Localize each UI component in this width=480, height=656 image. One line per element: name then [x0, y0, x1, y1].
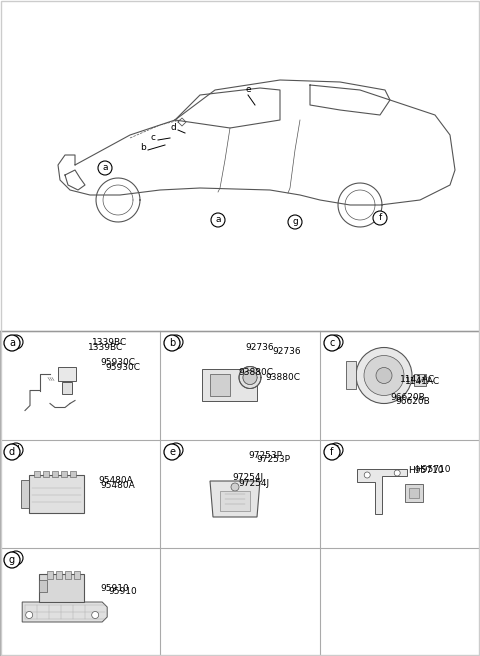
- Bar: [74, 571, 80, 579]
- Circle shape: [239, 367, 261, 388]
- Bar: [56, 571, 62, 579]
- Bar: [28, 475, 84, 513]
- Text: d: d: [9, 447, 15, 457]
- Circle shape: [329, 335, 343, 349]
- Text: a: a: [13, 337, 19, 346]
- Circle shape: [329, 443, 343, 457]
- Text: g: g: [9, 555, 15, 565]
- Text: 97253P: 97253P: [248, 451, 282, 460]
- Bar: [51, 471, 58, 477]
- Circle shape: [164, 335, 180, 351]
- Text: c: c: [329, 338, 335, 348]
- Circle shape: [324, 335, 340, 351]
- Circle shape: [231, 483, 239, 491]
- Text: 97254J: 97254J: [232, 473, 263, 482]
- Text: g: g: [292, 218, 298, 226]
- Text: 95910: 95910: [108, 586, 137, 596]
- Bar: [0, 0, 480, 336]
- Text: e: e: [169, 447, 175, 457]
- Circle shape: [373, 211, 387, 225]
- Bar: [0, 331, 480, 656]
- Text: e: e: [245, 85, 251, 94]
- Text: 96620B: 96620B: [395, 398, 430, 407]
- Text: 1141AC: 1141AC: [405, 377, 440, 386]
- Circle shape: [211, 213, 225, 227]
- Text: f: f: [378, 213, 382, 222]
- Text: d: d: [170, 123, 176, 131]
- Text: c: c: [334, 337, 338, 346]
- Circle shape: [4, 335, 20, 351]
- Text: b: b: [140, 144, 146, 152]
- Text: d: d: [13, 445, 19, 455]
- Circle shape: [26, 611, 33, 619]
- Circle shape: [9, 443, 23, 457]
- Bar: [60, 471, 67, 477]
- Text: 97254J: 97254J: [238, 478, 269, 487]
- Circle shape: [376, 367, 392, 384]
- Text: c: c: [151, 133, 156, 142]
- Bar: [65, 571, 71, 579]
- Text: 92736: 92736: [272, 348, 300, 356]
- Text: 1339BC: 1339BC: [92, 338, 127, 347]
- Bar: [58, 367, 76, 380]
- Bar: [409, 488, 419, 498]
- Text: 93880C: 93880C: [265, 373, 300, 382]
- Circle shape: [98, 161, 112, 175]
- Text: a: a: [215, 216, 221, 224]
- Circle shape: [288, 215, 302, 229]
- Polygon shape: [357, 469, 407, 514]
- Circle shape: [169, 443, 183, 457]
- Text: f: f: [330, 447, 334, 457]
- Circle shape: [169, 335, 183, 349]
- Text: 1141AC: 1141AC: [400, 375, 435, 384]
- Bar: [39, 580, 47, 592]
- Circle shape: [243, 371, 257, 384]
- Bar: [220, 491, 250, 511]
- Text: 95930C: 95930C: [105, 363, 140, 373]
- Circle shape: [364, 472, 370, 478]
- Circle shape: [4, 444, 20, 460]
- Text: b: b: [173, 337, 179, 346]
- Text: 95480A: 95480A: [98, 476, 133, 485]
- Circle shape: [324, 444, 340, 460]
- Polygon shape: [210, 481, 260, 517]
- Text: g: g: [13, 554, 19, 562]
- Bar: [43, 471, 48, 477]
- Text: b: b: [169, 338, 175, 348]
- Text: H95710: H95710: [408, 466, 444, 475]
- Text: 92736: 92736: [245, 343, 274, 352]
- Circle shape: [394, 470, 400, 476]
- Bar: [346, 361, 356, 388]
- Text: 97253P: 97253P: [256, 455, 290, 464]
- Bar: [47, 571, 53, 579]
- Text: f: f: [335, 445, 337, 455]
- Text: a: a: [9, 338, 15, 348]
- Text: 95480A: 95480A: [100, 482, 135, 491]
- Text: 93880C: 93880C: [238, 368, 273, 377]
- Text: 95930C: 95930C: [100, 358, 135, 367]
- Circle shape: [9, 335, 23, 349]
- Polygon shape: [22, 602, 107, 622]
- Bar: [405, 484, 423, 502]
- Circle shape: [164, 444, 180, 460]
- Text: H95710: H95710: [415, 466, 451, 474]
- Text: 96620B: 96620B: [390, 393, 425, 402]
- Circle shape: [356, 348, 412, 403]
- Text: e: e: [173, 445, 179, 455]
- Bar: [62, 382, 72, 394]
- Circle shape: [9, 551, 23, 565]
- Bar: [21, 480, 28, 508]
- Circle shape: [4, 552, 20, 568]
- Bar: [70, 471, 75, 477]
- Text: 1339BC: 1339BC: [88, 342, 123, 352]
- Bar: [414, 373, 426, 386]
- Bar: [39, 574, 84, 602]
- Circle shape: [364, 356, 404, 396]
- Bar: [210, 373, 230, 396]
- Circle shape: [92, 611, 99, 619]
- Text: a: a: [102, 163, 108, 173]
- Text: 95910: 95910: [100, 584, 129, 593]
- Bar: [34, 471, 39, 477]
- Bar: [202, 369, 257, 401]
